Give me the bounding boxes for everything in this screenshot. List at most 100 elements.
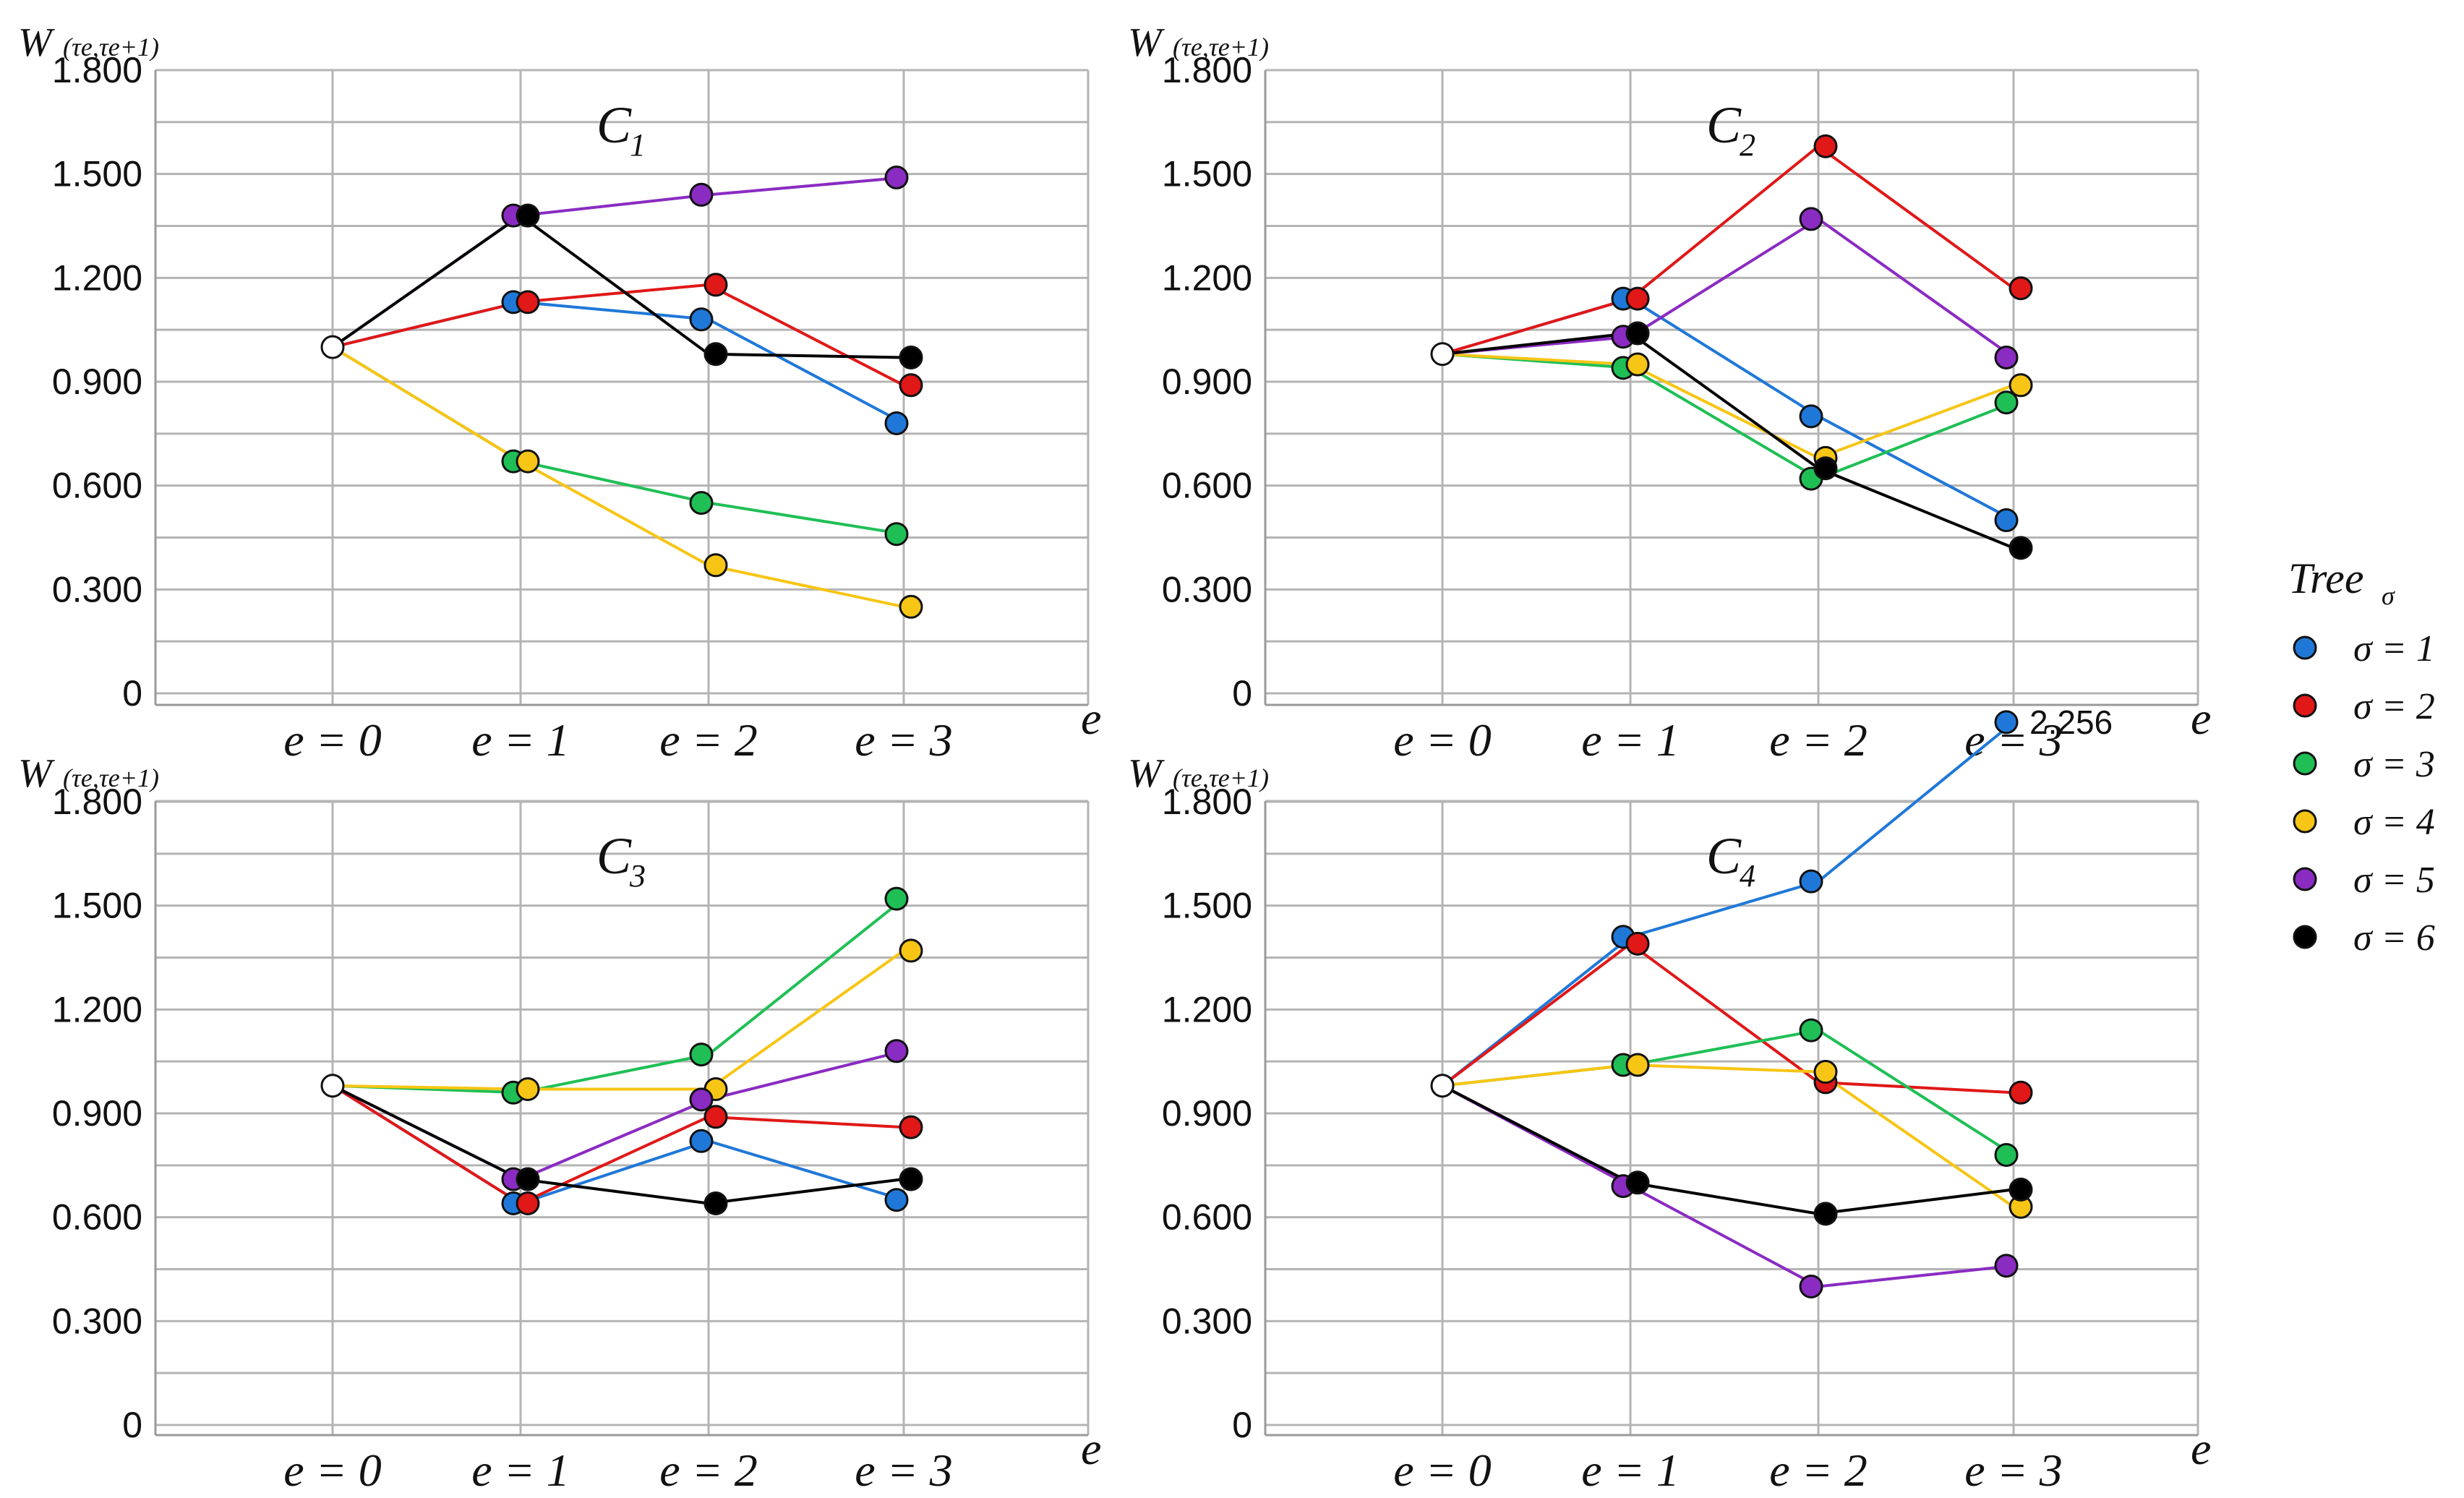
y-tick-label: 1.800	[52, 782, 142, 822]
y-tick-label: 1.200	[1162, 989, 1252, 1030]
series-line-6	[1442, 1084, 2014, 1215]
data-point	[689, 1087, 714, 1112]
x-tick-label: e = 2	[1769, 1444, 1868, 1496]
data-point	[1994, 390, 2019, 415]
data-point	[516, 1077, 540, 1101]
legend-item-2: σ = 2	[2293, 686, 2435, 727]
legend-title: Tree	[2288, 555, 2364, 602]
series-line-2	[1441, 941, 2014, 1095]
y-tick-label: 0	[122, 1405, 142, 1445]
panel-title-letter: C	[1706, 96, 1742, 154]
y-label-args: (τe,τe+1)	[1173, 763, 1269, 792]
series-line-4	[1442, 1063, 2015, 1208]
data-point	[1994, 1142, 2019, 1167]
data-point	[2009, 1080, 2033, 1105]
data-point	[516, 1167, 540, 1191]
legend-marker	[2293, 809, 2317, 834]
x-tick-label: e = 2	[1769, 714, 1868, 766]
start-point	[320, 335, 345, 359]
data-point	[703, 273, 728, 297]
data-point	[1813, 134, 1838, 158]
data-point	[2009, 1177, 2033, 1202]
data-point	[884, 411, 909, 435]
chart-panel-2: 0 0.300 0.600 0.900 1.200 1.500 1.800 e = 0 e = …	[1128, 20, 2211, 766]
data-point	[1625, 1053, 1650, 1077]
data-point	[884, 165, 909, 189]
data-point	[1799, 1274, 1823, 1298]
y-tick-label: 1.200	[1162, 257, 1252, 298]
series-line-3	[331, 346, 904, 536]
x-tick-label: e = 3	[855, 714, 953, 766]
panel-title: C1	[596, 96, 646, 163]
x-tick-label: e = 0	[1393, 1444, 1492, 1496]
legend-marker	[2293, 751, 2317, 776]
data-point	[884, 886, 909, 911]
legend-label: σ = 4	[2353, 802, 2435, 843]
y-label-args: (τe,τe+1)	[63, 763, 159, 792]
data-point	[703, 553, 728, 578]
legend-marker	[2293, 635, 2317, 660]
data-point	[884, 1188, 909, 1212]
series-line-5	[1442, 217, 2015, 359]
y-tick-label: 0.300	[1162, 1301, 1252, 1341]
chart-panel-3: 0 0.300 0.600 0.900 1.200 1.500 1.800 e = 0 e = …	[18, 751, 1101, 1496]
y-tick-label: 0.900	[1162, 1093, 1252, 1134]
y-tick-label: 0.300	[1162, 569, 1252, 609]
y-tick-label: 0.300	[52, 1301, 142, 1341]
data-point	[899, 938, 923, 963]
y-tick-label: 1.500	[1162, 886, 1252, 926]
x-axis-label: e	[2191, 1423, 2211, 1474]
y-tick-label: 1.500	[52, 886, 142, 926]
data-point	[516, 203, 540, 228]
panel-title-subscript: 3	[629, 858, 646, 894]
data-point	[703, 1191, 728, 1216]
data-point	[689, 307, 714, 332]
legend-label: σ = 5	[2353, 860, 2435, 901]
legend-label: σ = 1	[2353, 628, 2435, 669]
panel-title: C3	[596, 827, 646, 894]
data-point	[703, 1105, 728, 1129]
y-tick-label: 1.800	[1162, 782, 1252, 822]
y-tick-label: 0.300	[52, 569, 142, 609]
x-axis-label: e	[1081, 693, 1101, 744]
start-point	[1430, 342, 1455, 367]
legend-item-6: σ = 6	[2293, 917, 2435, 959]
panel-title: C2	[1706, 96, 1755, 163]
y-tick-label: 1.800	[1162, 50, 1252, 90]
y-label-symbol: W	[18, 20, 55, 65]
annotation-label: 2.256	[2029, 703, 2113, 741]
data-point	[1625, 1170, 1650, 1195]
x-tick-label: e = 1	[1581, 714, 1680, 766]
y-tick-label: 0.900	[1162, 361, 1252, 402]
data-point	[516, 449, 540, 474]
start-point	[1430, 1074, 1455, 1098]
data-point	[1625, 286, 1650, 311]
y-tick-label: 0	[1232, 1405, 1252, 1445]
legend-label: σ = 6	[2353, 917, 2435, 959]
y-tick-label: 0	[122, 673, 142, 714]
y-tick-label: 0.600	[52, 1197, 142, 1238]
series-line-2	[331, 1084, 904, 1205]
legend-item-1: σ = 1	[2293, 628, 2435, 669]
y-label-args: (τe,τe+1)	[1173, 33, 1269, 61]
panel-title-subscript: 2	[1740, 127, 1755, 163]
data-point	[899, 345, 923, 369]
panel-title-letter: C	[1706, 827, 1742, 885]
data-point	[516, 1191, 540, 1216]
y-tick-label: 1.200	[52, 989, 142, 1030]
data-point	[1994, 1254, 2019, 1278]
series-line-3	[1442, 352, 2014, 481]
start-point	[320, 1074, 345, 1098]
series-line-4	[1442, 352, 2014, 460]
data-point	[1813, 1060, 1838, 1084]
series-line-1	[1442, 296, 2014, 522]
series-line-5	[1442, 1084, 2014, 1288]
x-tick-label: e = 2	[659, 714, 758, 766]
gridlines	[1264, 69, 2199, 705]
legend-marker	[2293, 867, 2317, 891]
y-axis-label: W (τe,τe+1)	[1128, 20, 1269, 65]
y-tick-label: 1.500	[52, 154, 142, 194]
data-point	[899, 373, 923, 398]
data-point	[1625, 321, 1650, 346]
series-line-1	[332, 300, 904, 425]
